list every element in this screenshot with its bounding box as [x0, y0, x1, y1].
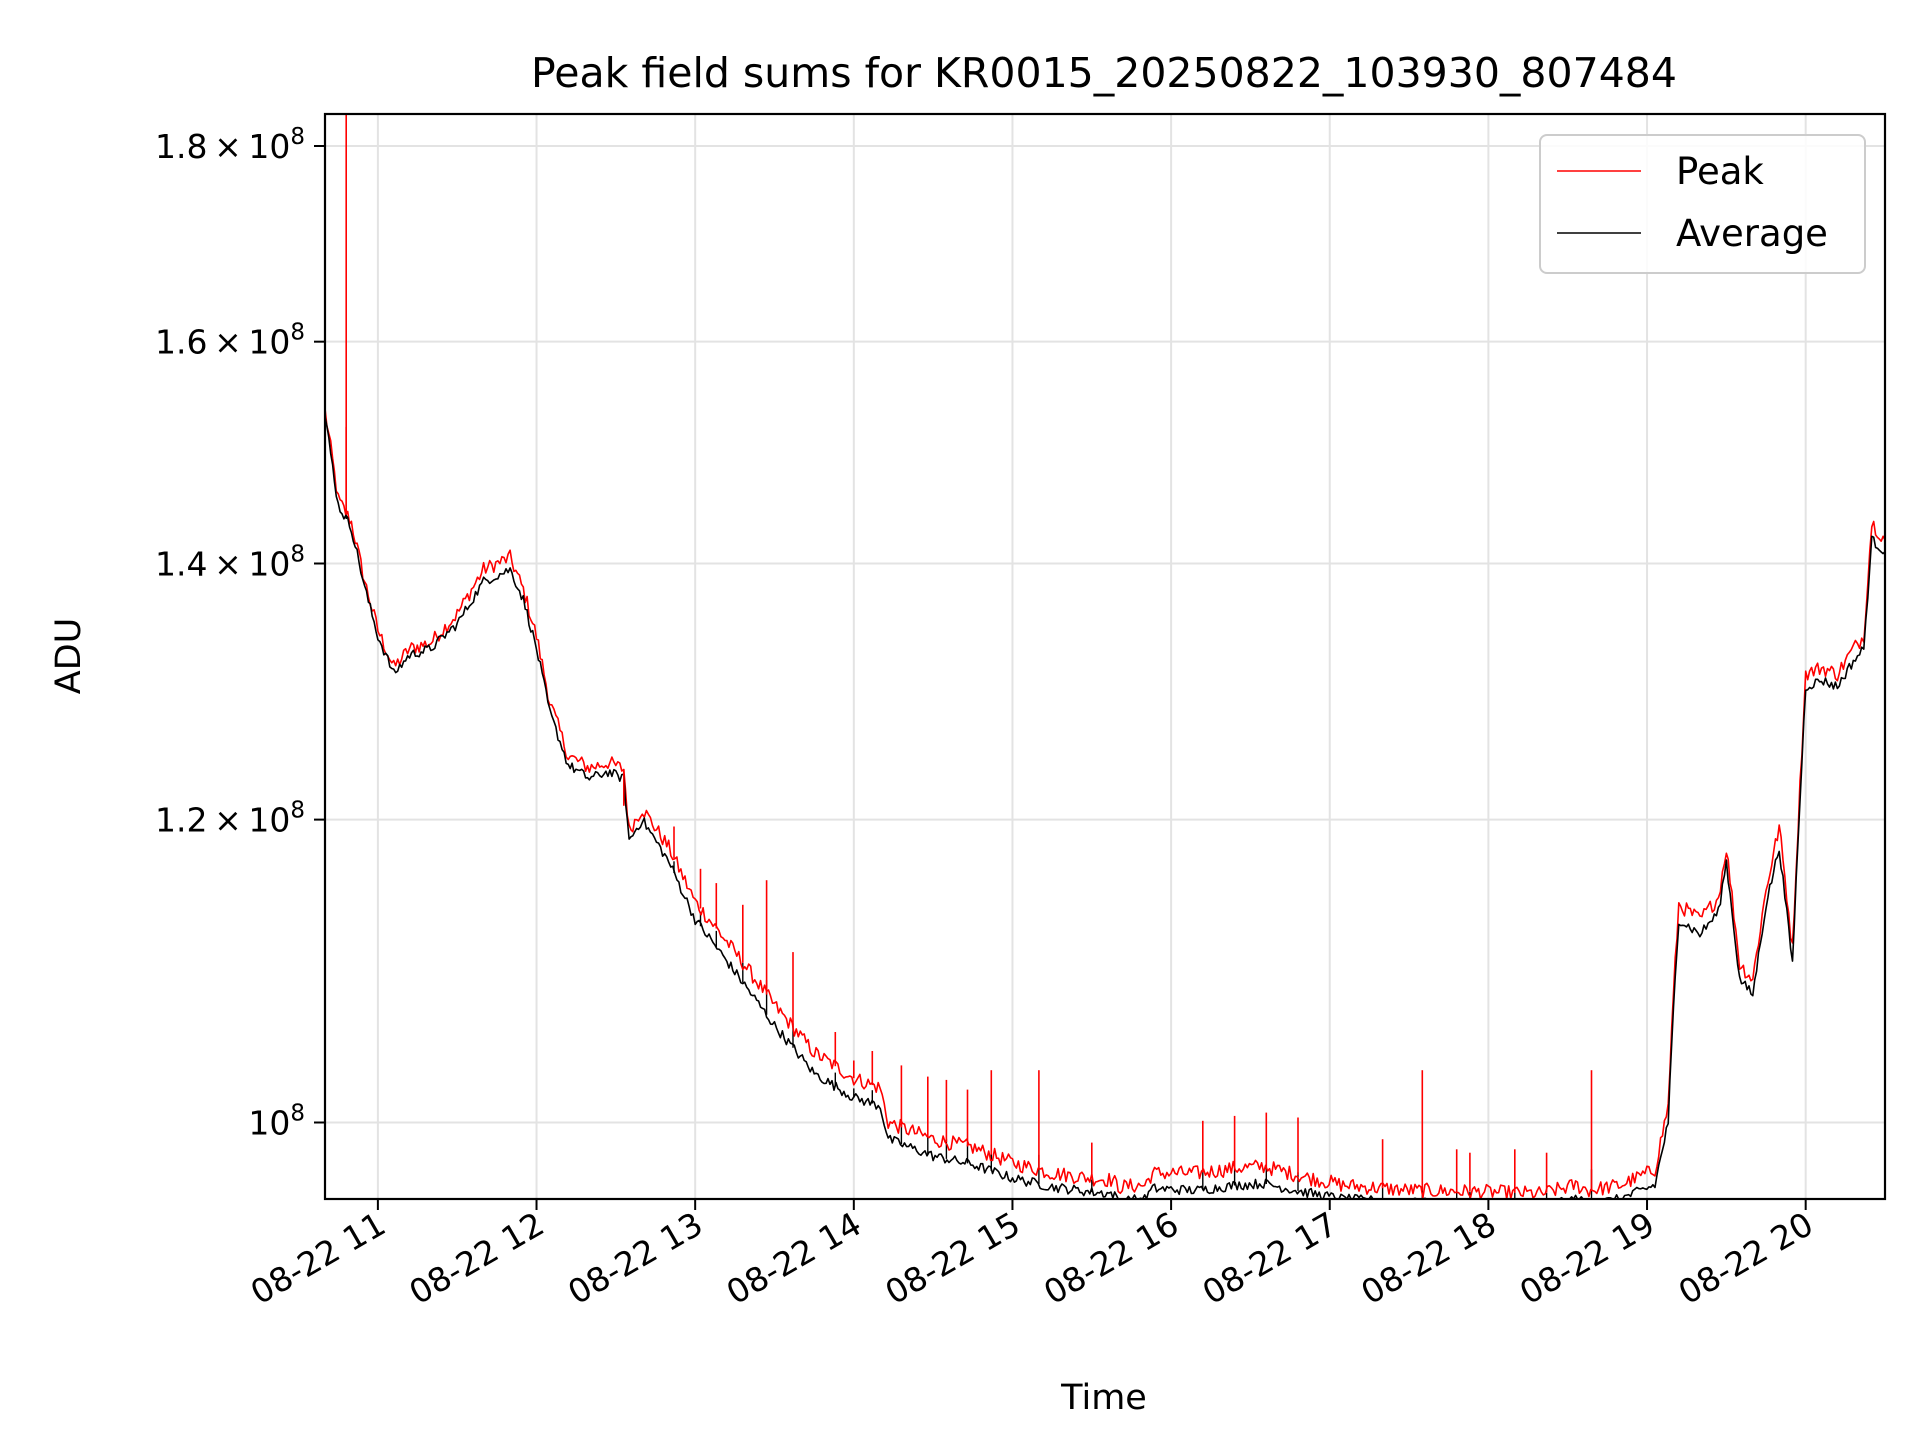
legend-label-peak: Peak	[1676, 150, 1764, 193]
y-tick-label: 108	[248, 1101, 305, 1143]
legend: Peak Average	[1539, 134, 1866, 274]
x-axis-label: Time	[1060, 1378, 1147, 1418]
y-tick-label: 1.2 × 108	[155, 798, 305, 840]
grid	[325, 114, 1885, 1199]
plot-frame	[323, 112, 1887, 1201]
y-tick-label: 1.4 × 108	[155, 542, 305, 584]
y-tick-label: 1.8 × 108	[155, 124, 305, 166]
y-axis-ticks: 108 1.2 × 108 1.4 × 108 1.6 × 108 1.8 × 108	[155, 124, 325, 1143]
legend-box	[1539, 134, 1866, 274]
series	[324, 408, 1886, 1200]
peak-spikes	[345, 114, 1593, 1193]
series-line-average	[324, 416, 1886, 1200]
series-line-peak	[324, 408, 1886, 1200]
y-axis-label: ADU	[49, 618, 89, 695]
y-tick-label: 1.6 × 108	[155, 320, 305, 362]
legend-label-average: Average	[1676, 212, 1828, 255]
chart-title: Peak field sums for KR0015_20250822_1039…	[531, 49, 1677, 97]
